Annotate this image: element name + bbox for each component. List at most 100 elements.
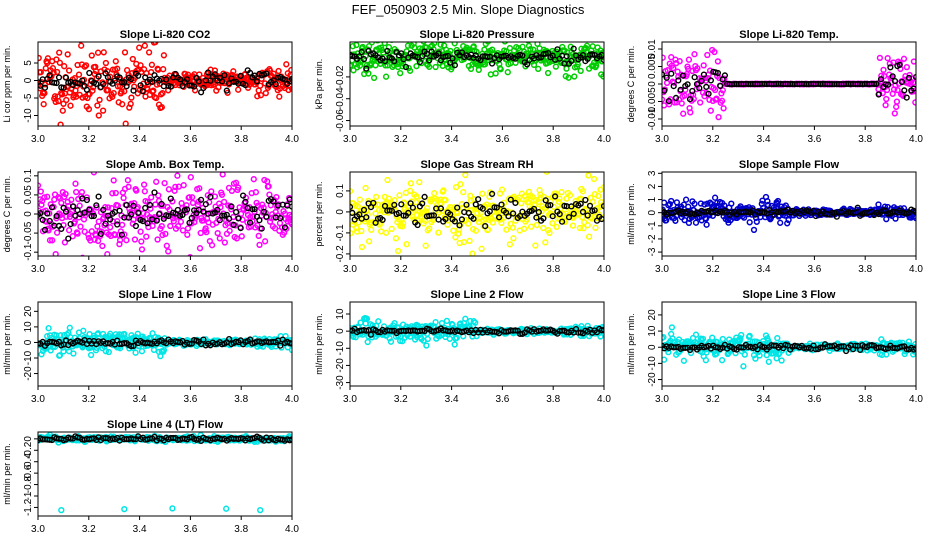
data-point: [584, 222, 591, 229]
data-point-black: [79, 77, 86, 84]
data-point: [109, 30, 114, 35]
data-point: [208, 188, 215, 195]
data-point-black: [114, 221, 121, 228]
y-tick-label: 20: [23, 305, 34, 317]
data-point: [238, 233, 245, 240]
data-point-black: [167, 195, 174, 202]
data-point-black: [249, 206, 256, 213]
data-point: [450, 227, 457, 234]
data-point-black: [510, 210, 517, 217]
data-point-black: [672, 94, 680, 102]
y-axis-label: ml/min per min.: [626, 313, 636, 375]
y-tick-label: -0.1: [335, 224, 346, 242]
data-point-black: [579, 51, 587, 59]
data-point-black: [139, 217, 147, 225]
data-point-black: [391, 201, 398, 209]
data-point: [223, 505, 230, 512]
y-tick-label: 10: [23, 321, 34, 333]
data-point: [134, 330, 141, 337]
data-point-black: [721, 72, 729, 79]
data-point-black: [570, 45, 577, 52]
panel-gas-stream-rh: Slope Gas Stream RH 3.0 3.2 3.4 3.6 3.8 4.0 -0.…: [312, 152, 624, 282]
data-point-black: [67, 220, 74, 228]
data-point: [187, 174, 194, 181]
data-point-black: [83, 196, 91, 204]
data-point: [443, 317, 451, 325]
data-point: [56, 49, 63, 56]
data-point: [540, 224, 547, 232]
data-point: [262, 89, 269, 97]
data-point: [702, 74, 709, 82]
data-point-black: [130, 87, 137, 94]
data-point-black: [442, 53, 449, 60]
data-point-black: [586, 202, 594, 209]
data-point: [711, 194, 719, 201]
data-point: [45, 325, 52, 332]
series-black: [38, 189, 292, 242]
data-point: [77, 223, 84, 230]
data-point: [426, 63, 433, 70]
data-point-black: [191, 83, 198, 90]
data-point-black: [414, 221, 421, 229]
y-axis-label: degrees C per min.: [626, 46, 636, 123]
data-point: [699, 335, 707, 343]
data-point: [60, 348, 67, 355]
data-point: [57, 121, 64, 126]
data-point: [912, 214, 916, 222]
data-point: [218, 191, 226, 198]
data-point-black: [118, 231, 126, 238]
data-point: [55, 97, 62, 105]
data-point-black: [200, 84, 207, 92]
data-point: [38, 54, 42, 62]
x-tick-label: 3.8: [546, 264, 560, 275]
x-tick-label: 3.0: [31, 264, 45, 275]
data-point: [107, 224, 114, 231]
data-point-black: [898, 343, 906, 350]
data-point: [123, 237, 130, 244]
data-point: [121, 49, 129, 56]
data-point-black: [130, 436, 137, 443]
data-point-black: [62, 208, 70, 215]
data-point: [423, 205, 431, 212]
data-point-black: [69, 203, 77, 210]
x-tick-label: 3.0: [655, 394, 669, 405]
y-tick-label: 0: [647, 344, 658, 350]
series-black: [350, 325, 604, 338]
data-point: [162, 230, 169, 238]
data-point: [769, 349, 777, 357]
y-tick-label: -10: [23, 108, 34, 123]
data-point-black: [854, 204, 861, 211]
data-point: [353, 224, 360, 232]
data-point: [82, 62, 90, 69]
data-point-black: [184, 76, 191, 83]
data-point: [374, 42, 381, 44]
y-tick-label: -20: [23, 366, 34, 381]
data-point: [85, 231, 92, 238]
data-point: [165, 186, 173, 193]
data-point: [432, 63, 439, 71]
data-point: [687, 109, 694, 116]
data-point: [737, 335, 744, 342]
data-point: [685, 203, 692, 210]
y-axis-label: ml/min per min.: [2, 313, 12, 375]
data-point: [362, 184, 369, 192]
data-point-black: [533, 214, 540, 221]
data-point-black: [219, 78, 226, 85]
data-point: [153, 94, 160, 102]
data-point-black: [400, 212, 407, 219]
data-point: [687, 349, 695, 357]
data-point-black: [875, 91, 882, 98]
data-point: [910, 58, 916, 65]
data-point: [382, 73, 390, 80]
data-point: [704, 51, 711, 59]
data-point-black: [714, 69, 722, 77]
data-point-black: [479, 205, 486, 212]
data-point: [141, 42, 148, 49]
data-point: [784, 220, 791, 227]
data-point: [78, 188, 86, 196]
data-point-black: [86, 206, 93, 213]
data-point: [211, 67, 219, 74]
x-tick-label: 3.4: [445, 134, 459, 145]
x-tick-label: 3.4: [133, 394, 147, 405]
data-point-black: [288, 203, 292, 210]
